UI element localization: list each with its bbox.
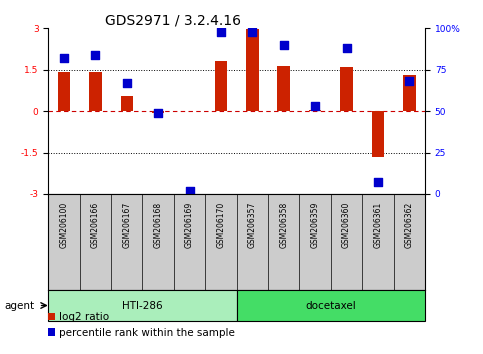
Text: GSM206358: GSM206358 (279, 202, 288, 248)
Text: GSM206357: GSM206357 (248, 202, 257, 248)
Bar (341, 67, 353, 111)
Point (155, 110, 162, 116)
Text: GSM206170: GSM206170 (216, 202, 226, 248)
Bar (89, 72, 102, 111)
Point (312, 103, 319, 109)
Point (249, 29, 256, 34)
Text: GSM206169: GSM206169 (185, 202, 194, 248)
Bar (152, 111, 164, 113)
Bar (403, 75, 416, 111)
Bar (372, 111, 384, 157)
Text: GDS2971 / 3.2.4.16: GDS2971 / 3.2.4.16 (105, 13, 241, 27)
Legend: log2 ratio, percentile rank within the sample: log2 ratio, percentile rank within the s… (44, 308, 240, 342)
Bar (237, 290, 425, 321)
Text: GSM206362: GSM206362 (405, 202, 414, 248)
Text: GSM206359: GSM206359 (311, 202, 320, 248)
Bar (309, 110, 322, 111)
Point (406, 79, 413, 84)
Bar (48, 290, 237, 321)
Bar (58, 73, 71, 111)
Point (280, 42, 288, 48)
Bar (246, 29, 259, 111)
Point (60, 55, 68, 61)
Point (92, 52, 99, 58)
Bar (277, 65, 290, 111)
Point (374, 179, 382, 185)
Text: GSM206361: GSM206361 (373, 202, 383, 248)
Text: HTI-286: HTI-286 (122, 301, 163, 310)
Text: GSM206168: GSM206168 (154, 202, 163, 248)
Text: GSM206166: GSM206166 (91, 202, 100, 248)
Text: GSM206167: GSM206167 (122, 202, 131, 248)
Text: GSM206100: GSM206100 (59, 202, 69, 248)
Text: GSM206360: GSM206360 (342, 202, 351, 248)
Point (123, 80, 130, 86)
Point (186, 188, 194, 194)
Point (217, 29, 225, 34)
Bar (214, 62, 227, 111)
Text: agent: agent (5, 301, 35, 310)
Point (343, 45, 351, 51)
Bar (121, 96, 133, 111)
Text: docetaxel: docetaxel (305, 301, 356, 310)
